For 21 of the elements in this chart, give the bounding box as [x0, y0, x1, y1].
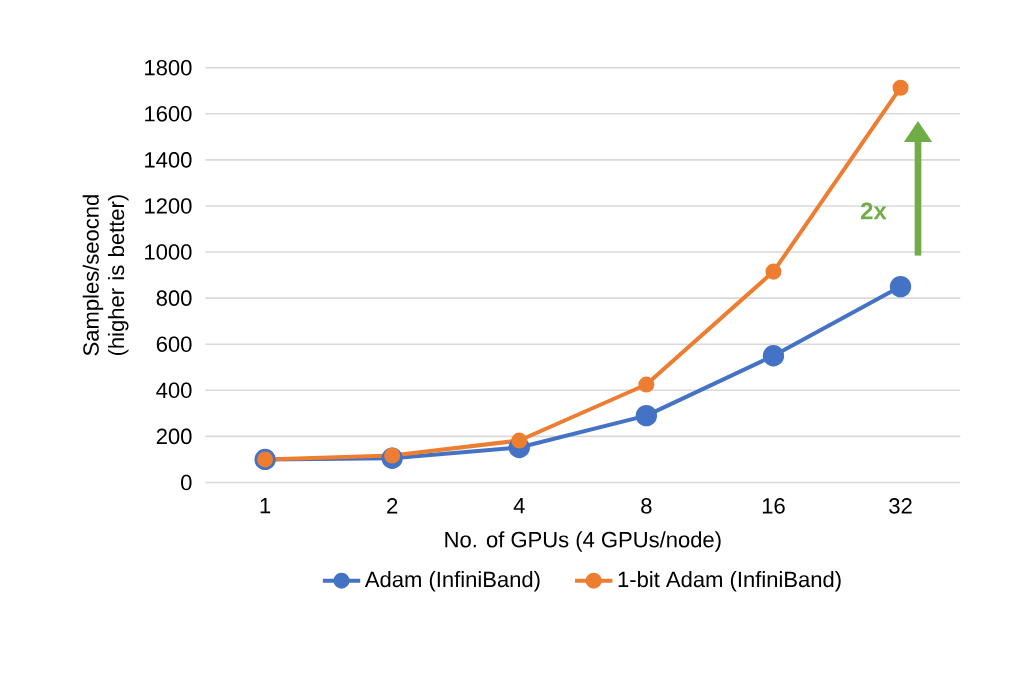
y-tick-label: 1800 [145, 60, 192, 76]
x-tick-label: 16 [762, 498, 785, 514]
y-tick-label: 400 [156, 382, 192, 399]
y-tick-label: 1600 [145, 106, 192, 122]
y-tick-label: 1200 [145, 198, 192, 214]
x-tick-label: 2 [387, 498, 398, 514]
y-tick-label: 1400 [145, 152, 192, 168]
legend-label: 1-bit Adam (InfiniBand) [618, 571, 841, 592]
annotation: 2x [860, 202, 887, 220]
y-tick-label: 0 [181, 474, 192, 491]
y-tick-label: 1000 [145, 244, 192, 261]
y-tick-label: 600 [156, 336, 192, 353]
x-tick-label: 32 [889, 498, 912, 514]
x-tick-label: 1 [260, 498, 271, 514]
y-tick-label: 800 [156, 290, 192, 307]
y-tick-label: 200 [156, 428, 192, 445]
y-axis-title: Samples/seocnd (higher is better) [82, 195, 129, 356]
x-tick-label: 8 [641, 498, 652, 514]
x-axis-title: No. of GPUs (4 GPUs/node) [445, 531, 721, 552]
legend-label: Adam (InfiniBand) [364, 571, 540, 592]
x-tick-label: 4 [513, 498, 525, 514]
